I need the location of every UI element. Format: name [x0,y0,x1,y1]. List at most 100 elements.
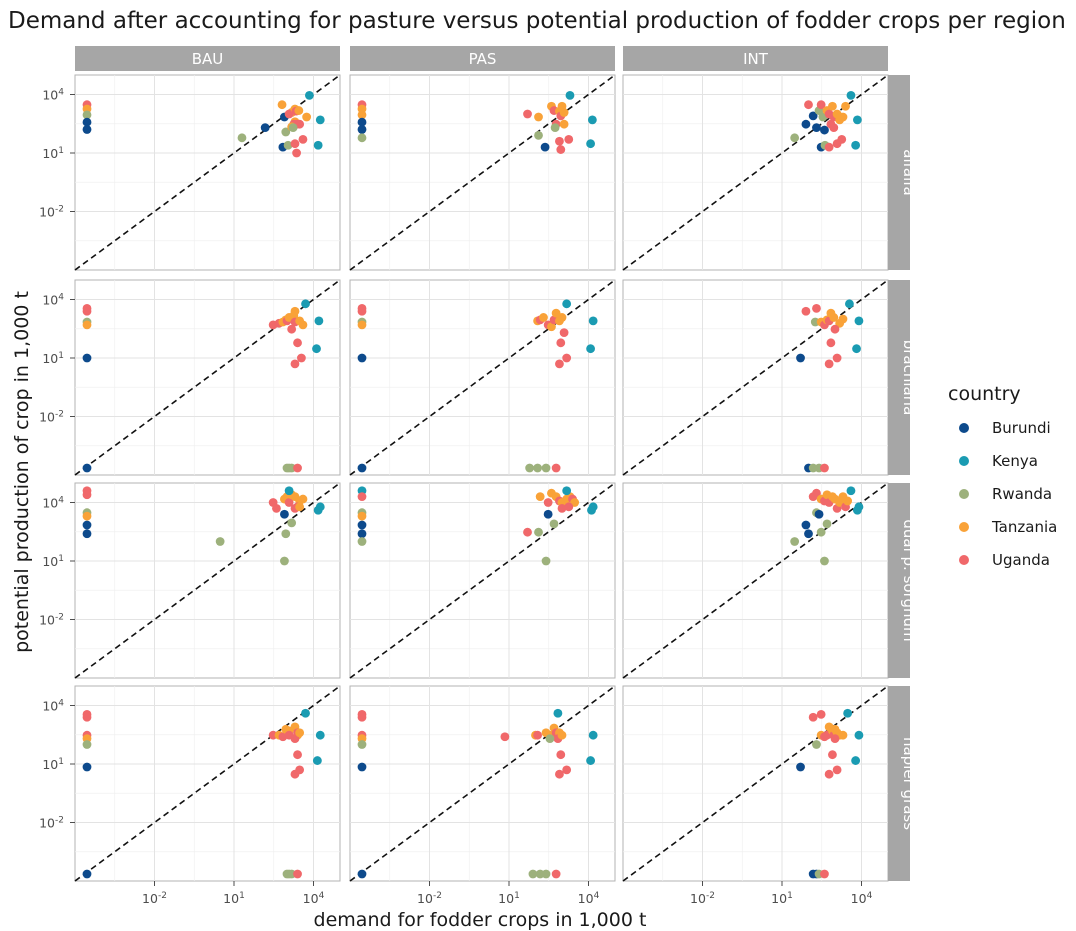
data-point-rwanda [822,519,832,529]
data-point-kenya [845,299,854,309]
data-point-rwanda [288,123,298,133]
y-tick-label: 104 [42,293,64,308]
data-point-kenya [588,316,598,326]
x-tick-label: 104 [303,891,325,906]
data-point-kenya [846,90,856,100]
x-tick-label: 10-2 [142,891,167,906]
data-point-tanzania [290,306,300,316]
data-point-burundi [357,869,367,879]
row-strip-napier-grass [888,686,910,881]
data-point-tanzania [277,100,287,110]
data-point-kenya [565,90,575,100]
data-point-tanzania [838,314,848,324]
x-tick-label: 101 [498,891,520,906]
data-point-uganda [82,306,92,316]
data-point-tanzania [841,101,850,111]
row-strip-label: napier grass [900,737,918,830]
data-point-uganda [290,359,300,369]
data-point-kenya [588,730,598,740]
data-point-uganda [564,502,574,512]
data-point-uganda [556,145,566,154]
data-point-tanzania [557,101,567,111]
data-point-tanzania [294,106,304,115]
data-point-uganda [555,359,564,369]
data-point-rwanda [534,130,543,140]
data-point-kenya [313,140,323,150]
data-point-kenya [586,756,595,765]
data-point-burundi [357,762,367,772]
column-strip-label: PAS [469,50,497,68]
data-point-burundi [82,529,92,539]
identity-reference-line [74,482,341,679]
column-strip-label: INT [743,50,769,68]
data-point-uganda [830,324,840,334]
chart-title: Demand after accounting for pasture vers… [8,8,1066,34]
data-point-rwanda [541,556,551,566]
legend-swatch-tanzania [959,522,969,532]
data-point-tanzania [295,502,305,512]
data-point-rwanda [533,463,542,473]
data-point-kenya [315,115,325,125]
data-point-burundi [540,142,550,152]
data-point-uganda [832,353,842,363]
data-point-kenya [312,756,322,765]
legend-label-rwanda: Rwanda [992,485,1052,503]
data-point-rwanda [790,133,800,143]
y-tick-label: 10-2 [39,613,64,628]
data-point-rwanda [541,869,551,879]
data-point-uganda [543,498,553,507]
row-strip-dual-p-sorghum [888,483,910,678]
data-point-tanzania [828,101,837,111]
data-point-uganda [357,712,367,722]
identity-reference-line [622,685,889,882]
row-strip-alfalfa [888,75,910,270]
data-point-tanzania [559,119,569,129]
data-point-rwanda [816,527,826,537]
data-point-kenya [852,505,862,515]
data-point-uganda [564,134,574,144]
data-point-uganda [816,709,826,719]
data-point-burundi [808,111,818,121]
data-point-burundi [82,125,92,134]
panel-napier-grass-bau [74,685,341,882]
x-tick-label: 104 [851,891,873,906]
data-point-uganda [812,303,821,313]
data-point-rwanda [281,529,291,539]
x-tick-label: 10-2 [417,891,442,906]
data-point-tanzania [829,313,839,322]
data-point-burundi [260,123,270,133]
data-point-uganda [551,869,561,879]
data-point-uganda [829,123,839,133]
data-point-uganda [295,765,305,775]
column-strip-bau [75,46,340,71]
data-point-rwanda [525,463,535,473]
data-point-rwanda [281,127,291,137]
data-point-tanzania [843,496,853,506]
data-point-rwanda [283,140,293,150]
data-point-tanzania [298,320,308,330]
y-tick-label: 10-2 [39,410,64,425]
panel-dual-p-sorghum-pas [349,482,616,679]
panels-layer [74,74,889,882]
identity-reference-line [622,482,889,679]
data-point-burundi [82,463,92,473]
data-point-uganda [293,338,302,348]
data-point-uganda [562,765,572,775]
legend-label-tanzania: Tanzania [991,518,1057,536]
row-strip-label: dual p. sorghum [900,519,918,641]
data-point-kenya [854,730,864,740]
panel-alfalfa-bau [74,74,341,271]
identity-reference-line [349,685,616,882]
data-point-burundi [804,529,813,539]
legend-title: country [948,383,1021,405]
data-point-rwanda [541,463,551,473]
panel-alfalfa-int [622,74,889,271]
data-point-kenya [851,140,861,150]
data-point-rwanda [357,537,367,546]
data-point-uganda [290,139,300,149]
panel-napier-grass-int [622,685,889,882]
data-point-uganda [293,869,302,879]
legend-label-uganda: Uganda [992,551,1050,569]
y-tick-label: 101 [42,757,64,772]
data-point-kenya [553,708,563,718]
